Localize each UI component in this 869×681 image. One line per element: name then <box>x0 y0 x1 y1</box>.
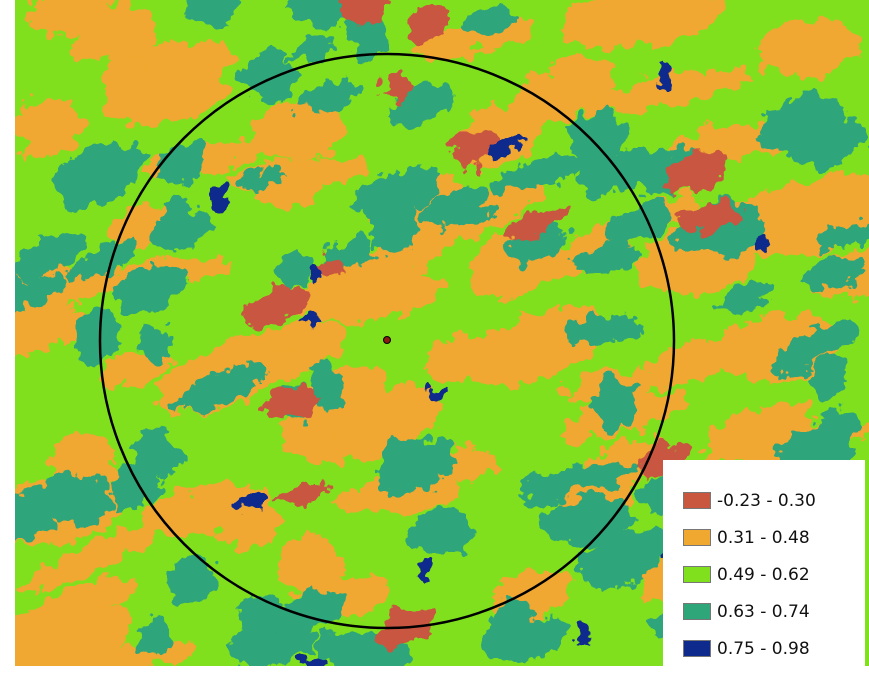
legend-label: 0.31 - 0.48 <box>717 528 810 548</box>
legend-label: 0.49 - 0.62 <box>717 565 810 585</box>
legend-swatch <box>683 529 711 546</box>
center-point <box>384 337 391 344</box>
legend-swatch <box>683 603 711 620</box>
page: {"legend": {"items": [ {"label": "-0.23 … <box>0 0 869 681</box>
legend-swatch <box>683 566 711 583</box>
legend-label: 0.75 - 0.98 <box>717 639 810 659</box>
legend: -0.23 - 0.30 0.31 - 0.48 0.49 - 0.62 0.63 -… <box>663 460 865 677</box>
legend-item: 0.63 - 0.74 <box>683 593 865 630</box>
legend-swatch <box>683 640 711 657</box>
legend-label: -0.23 - 0.30 <box>717 491 816 511</box>
legend-label: 0.63 - 0.74 <box>717 602 810 622</box>
legend-item: 0.75 - 0.98 <box>683 630 865 667</box>
legend-swatch <box>683 492 711 509</box>
legend-item: 0.49 - 0.62 <box>683 556 865 593</box>
legend-item: 0.31 - 0.48 <box>683 519 865 556</box>
legend-item: -0.23 - 0.30 <box>683 482 865 519</box>
